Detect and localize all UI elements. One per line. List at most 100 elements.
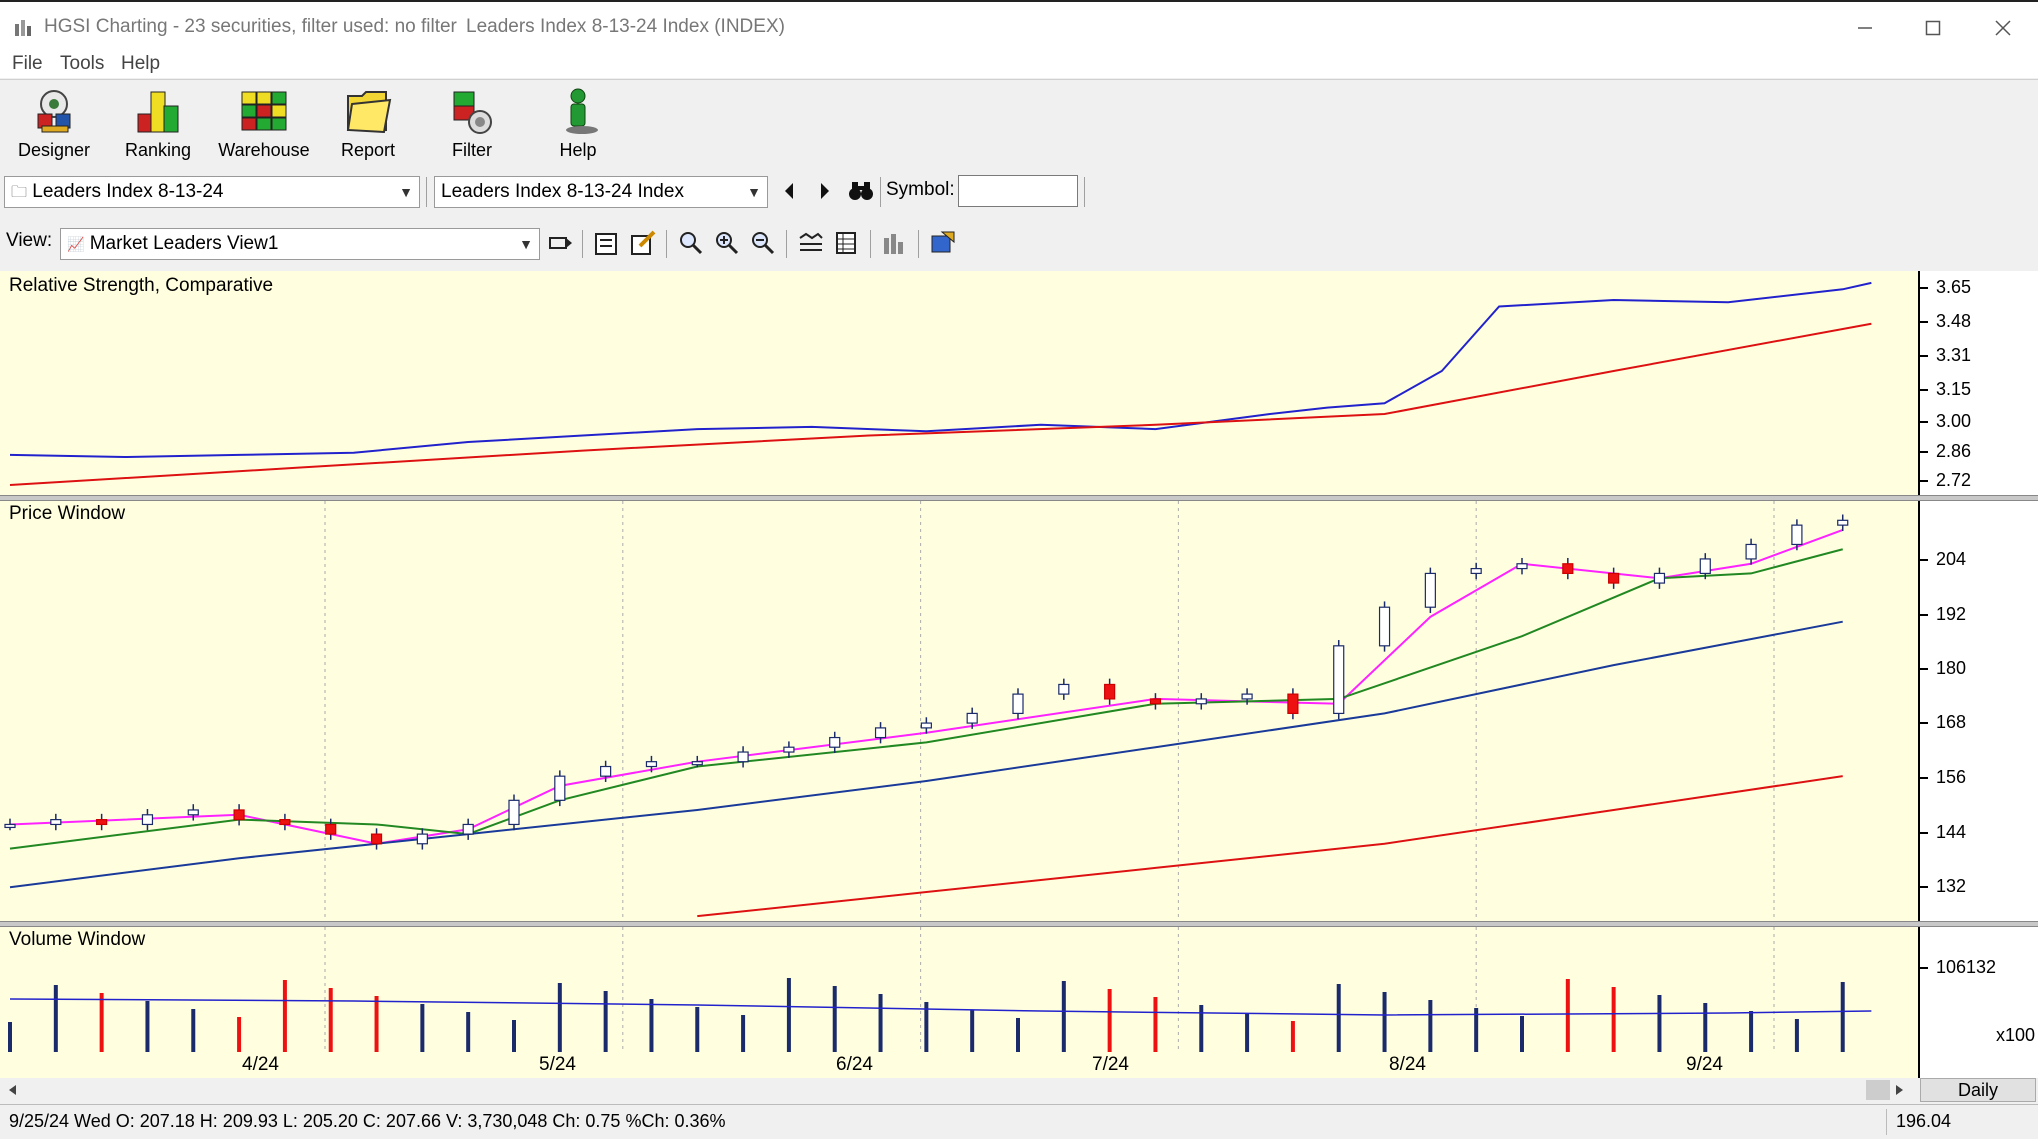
export-button[interactable] <box>930 230 956 261</box>
close-icon <box>1995 20 2011 36</box>
panel-splitter[interactable] <box>0 921 2038 927</box>
edit-view-button[interactable] <box>630 230 656 261</box>
warehouse-button[interactable]: Warehouse <box>214 86 314 168</box>
volume-bar <box>1245 1013 1250 1052</box>
title-bar: HGSI Charting - 23 securities, filter us… <box>0 0 2038 52</box>
designer-button[interactable]: Designer <box>4 86 104 168</box>
view-options-button[interactable] <box>548 230 574 261</box>
volume-bar <box>1199 1005 1204 1052</box>
maximize-button[interactable] <box>1908 10 1958 46</box>
help-button[interactable]: Help <box>528 86 628 168</box>
rs-chart <box>9 281 1872 486</box>
volume-bar <box>1061 981 1066 1052</box>
volume-bar <box>1520 1016 1524 1052</box>
help-person-icon <box>566 88 598 134</box>
volume-bar <box>1153 997 1158 1052</box>
toolbar-separator <box>1084 177 1085 207</box>
status-bar: 9/25/24 Wed O: 207.18 H: 209.93 L: 205.2… <box>0 1104 2038 1139</box>
properties-icon <box>595 233 617 255</box>
zoom-out-icon <box>752 232 775 255</box>
volume-chart <box>8 927 1872 1052</box>
menu-tools[interactable]: Tools <box>60 53 105 74</box>
volume-bar <box>1703 1003 1708 1052</box>
volume-bar <box>695 1007 700 1052</box>
volume-bar <box>1749 1011 1754 1052</box>
period-button[interactable]: Daily <box>1920 1078 2036 1102</box>
zoom-in-button[interactable] <box>714 230 740 261</box>
view-options-icon <box>549 237 572 249</box>
rs-tick: 3.15 <box>1920 379 1971 400</box>
menu-file[interactable]: File <box>12 53 43 74</box>
volume-panel[interactable]: Volume Window <box>0 927 1918 1052</box>
properties-button[interactable] <box>594 230 620 261</box>
candlestick <box>1149 698 1162 705</box>
volume-bar <box>328 988 333 1052</box>
zoom-in-icon <box>716 232 739 255</box>
status-separator <box>1886 1109 1887 1135</box>
security-dropdown[interactable]: Leaders Index 8-13-24 Index ▼ <box>434 176 768 208</box>
zoom-out-button[interactable] <box>750 230 776 261</box>
symbol-input[interactable] <box>958 175 1078 207</box>
candlestick <box>600 765 612 777</box>
price-tick: 168 <box>1920 712 1966 733</box>
price-tick: 156 <box>1920 767 1966 788</box>
candlestick <box>1058 683 1070 695</box>
price-tick: 204 <box>1920 549 1966 570</box>
app-icon <box>15 20 31 36</box>
report-button[interactable]: Report <box>318 86 418 168</box>
price-y-axis: 204 192 180 168 156 144 132 <box>1918 501 2038 921</box>
candlestick <box>462 823 474 835</box>
volume-bar <box>741 1015 746 1052</box>
candlestick <box>4 823 16 829</box>
menu-help[interactable]: Help <box>121 53 161 74</box>
edit-icon <box>631 230 656 255</box>
candlestick <box>187 809 199 816</box>
scroll-thumb[interactable] <box>1866 1080 1890 1100</box>
minimize-button[interactable] <box>1840 10 1890 46</box>
scroll-left-icon[interactable] <box>6 1083 18 1097</box>
candlestick <box>554 775 566 801</box>
zoom-fit-button[interactable] <box>678 230 704 261</box>
chart-tool-button[interactable] <box>882 230 908 261</box>
volume-bar <box>1840 982 1845 1052</box>
folder-icon: 🗀 <box>11 184 28 201</box>
volume-bar <box>1428 1000 1433 1052</box>
report-label: Report <box>340 140 396 160</box>
volume-average-line <box>9 998 1872 1016</box>
volume-panel-title: Volume Window <box>9 929 146 950</box>
main-toolbar: Designer Ranking Warehouse Report Fi <box>0 79 2038 172</box>
ohlc-readout: 9/25/24 Wed O: 207.18 H: 209.93 L: 205.2… <box>9 1111 726 1131</box>
volume-bar <box>374 996 379 1052</box>
x-tick-label: 7/24 <box>1092 1054 1129 1075</box>
previous-security-button[interactable] <box>778 177 800 205</box>
relative-strength-panel[interactable]: Relative Strength, Comparative <box>0 271 1918 495</box>
horizontal-scrollbar[interactable] <box>0 1078 1908 1102</box>
data-table-button[interactable] <box>834 230 860 261</box>
filter-button[interactable]: Filter <box>422 86 522 168</box>
candlestick <box>1653 572 1666 584</box>
scroll-right-icon[interactable] <box>1894 1083 1906 1097</box>
volume-y-axis: 106132 x100 <box>1918 927 2038 1078</box>
volume-bar <box>1565 979 1570 1052</box>
panel-splitter[interactable] <box>0 495 2038 501</box>
volume-bar <box>282 980 287 1052</box>
candlestick <box>1745 543 1757 560</box>
list-dropdown[interactable]: 🗀 Leaders Index 8-13-24 ▼ <box>4 176 420 208</box>
volume-bar <box>8 1022 12 1052</box>
next-security-button[interactable] <box>814 177 836 205</box>
filter-icon <box>453 91 492 134</box>
indicators-button[interactable] <box>798 230 824 261</box>
price-panel[interactable]: Price Window <box>0 501 1918 921</box>
close-button[interactable] <box>1978 10 2028 46</box>
volume-bar <box>237 1017 242 1052</box>
rs-tick: 2.86 <box>1920 441 1971 462</box>
ranking-button[interactable]: Ranking <box>108 86 208 168</box>
candlestick <box>1012 693 1024 715</box>
volume-bar <box>1794 1019 1799 1052</box>
candlestick <box>874 727 887 739</box>
security-dropdown-value: Leaders Index 8-13-24 Index <box>441 181 684 202</box>
view-dropdown[interactable]: 📈 Market Leaders View1 ▼ <box>60 228 540 260</box>
designer-icon <box>37 90 71 133</box>
window-subtitle: Leaders Index 8-13-24 Index (INDEX) <box>466 16 785 37</box>
find-button[interactable] <box>848 177 874 205</box>
